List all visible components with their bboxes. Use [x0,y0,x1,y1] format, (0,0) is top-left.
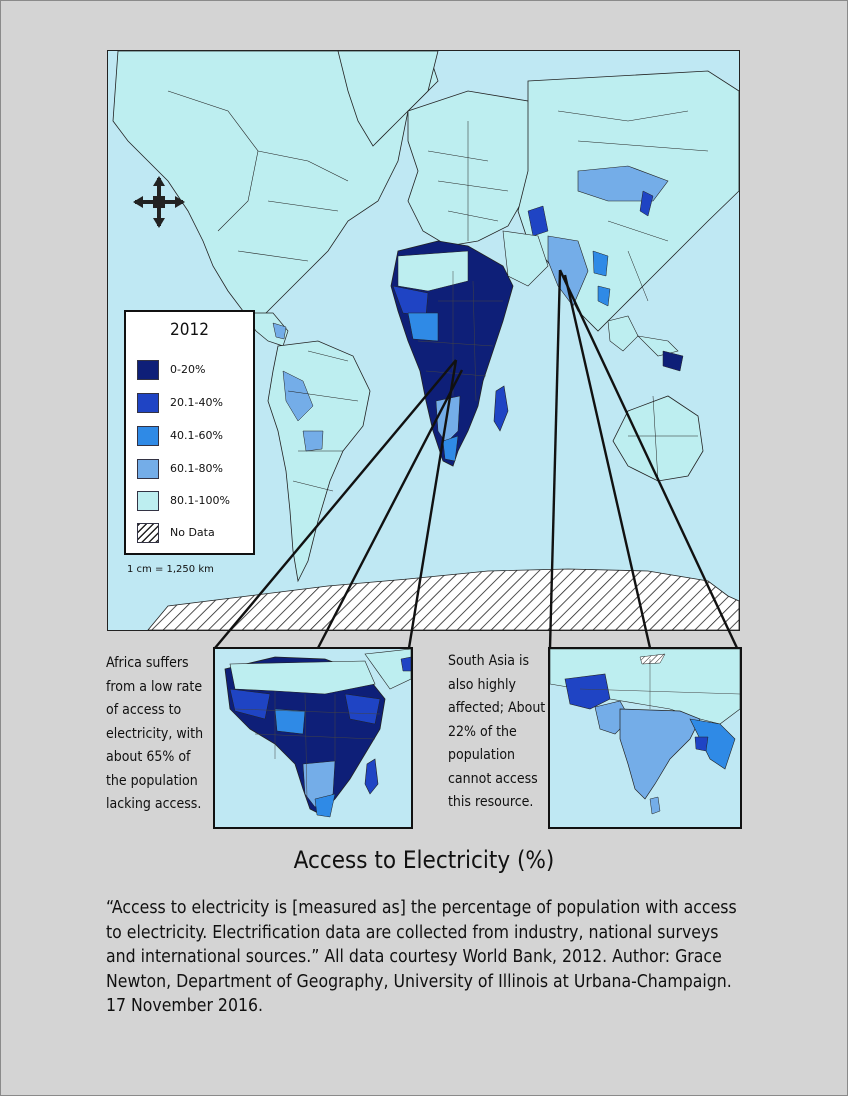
map-title: Access to Electricity (%) [293,846,555,874]
legend-label: 20.1-40% [170,396,223,409]
south-asia-inset-map [548,647,742,829]
legend-swatch [137,491,159,511]
legend-title: 2012 [170,320,209,340]
compass-rose-icon [133,176,185,233]
africa-caption: Africa suffers from a low rate of access… [106,655,204,812]
legend-label: 0-20% [170,363,206,376]
greenland [337,51,439,147]
scale-bar-text: 1 cm = 1,250 km [127,564,214,575]
legend-swatch [137,393,159,413]
legend-swatch-hatched [137,523,159,543]
map-legend: 2012 0-20% 20.1-40% 40.1-60% 60.1-80% 80… [124,310,255,555]
legend-label: No Data [170,526,215,539]
legend-swatch [137,459,159,479]
legend-label: 40.1-60% [170,429,223,442]
legend-label: 80.1-100% [170,494,230,507]
legend-swatch [137,360,159,380]
legend-swatch [137,426,159,446]
map-description: “Access to electricity is [measured as] … [106,898,737,1016]
legend-label: 60.1-80% [170,462,223,475]
south-asia-caption: South Asia is also highly affected; Abou… [448,653,546,810]
africa-inset-map [213,647,413,829]
